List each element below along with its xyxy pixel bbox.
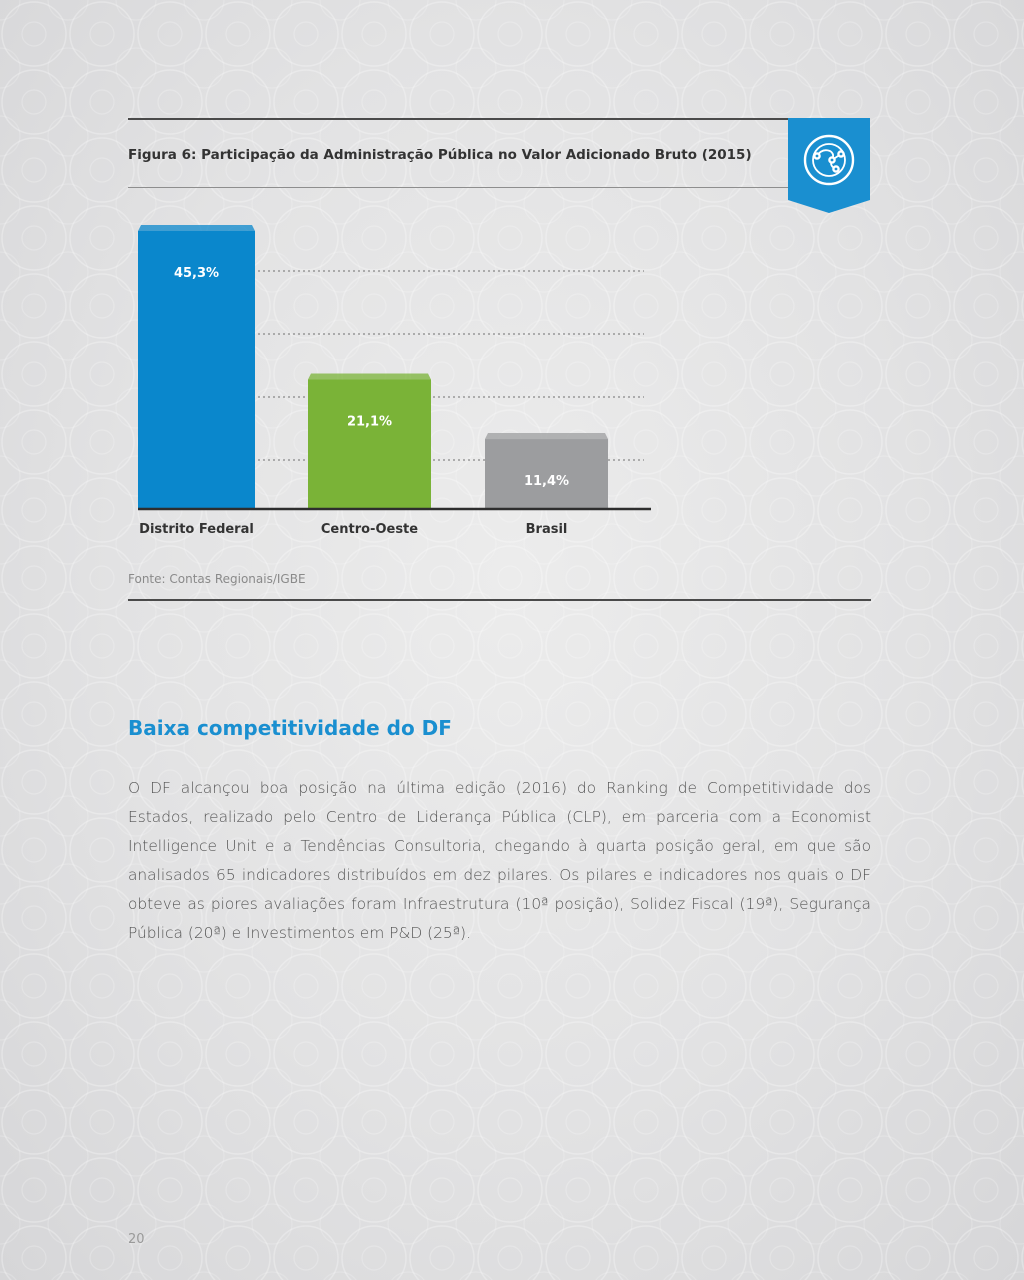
bar-value-label: 45,3% [174, 266, 219, 281]
body-paragraph: O DF alcançou boa posição na última ediç… [128, 779, 871, 942]
figure-bottom-rule [128, 599, 871, 601]
bar-cap [138, 225, 255, 231]
bar-value-label: 21,1% [347, 415, 392, 430]
figure-source: Fonte: Contas Regionais/IGBE [128, 572, 306, 586]
bar-value-label: 11,4% [524, 474, 569, 489]
category-label: Centro-Oeste [321, 522, 418, 537]
figure-title-rule [128, 187, 790, 188]
category-label: Brasil [526, 522, 568, 537]
category-label: Distrito Federal [139, 522, 254, 537]
page-number: 20 [128, 1232, 145, 1247]
figure-ribbon-badge [788, 118, 870, 213]
bar-chart: 45,3% Distrito Federal 21,1% Centro-Oeste 11… [138, 225, 651, 537]
figure-top-rule [128, 118, 790, 120]
bar-centro-oeste [308, 379, 431, 509]
network-globe-icon [803, 134, 855, 186]
bar-cap [308, 373, 431, 380]
figure-title: Figura 6: Participação da Administração … [128, 147, 752, 163]
bar-brasil [485, 439, 608, 509]
bar-distrito-federal [138, 231, 255, 509]
section-heading: Baixa competitividade do DF [128, 716, 452, 740]
bar-cap [485, 433, 608, 440]
